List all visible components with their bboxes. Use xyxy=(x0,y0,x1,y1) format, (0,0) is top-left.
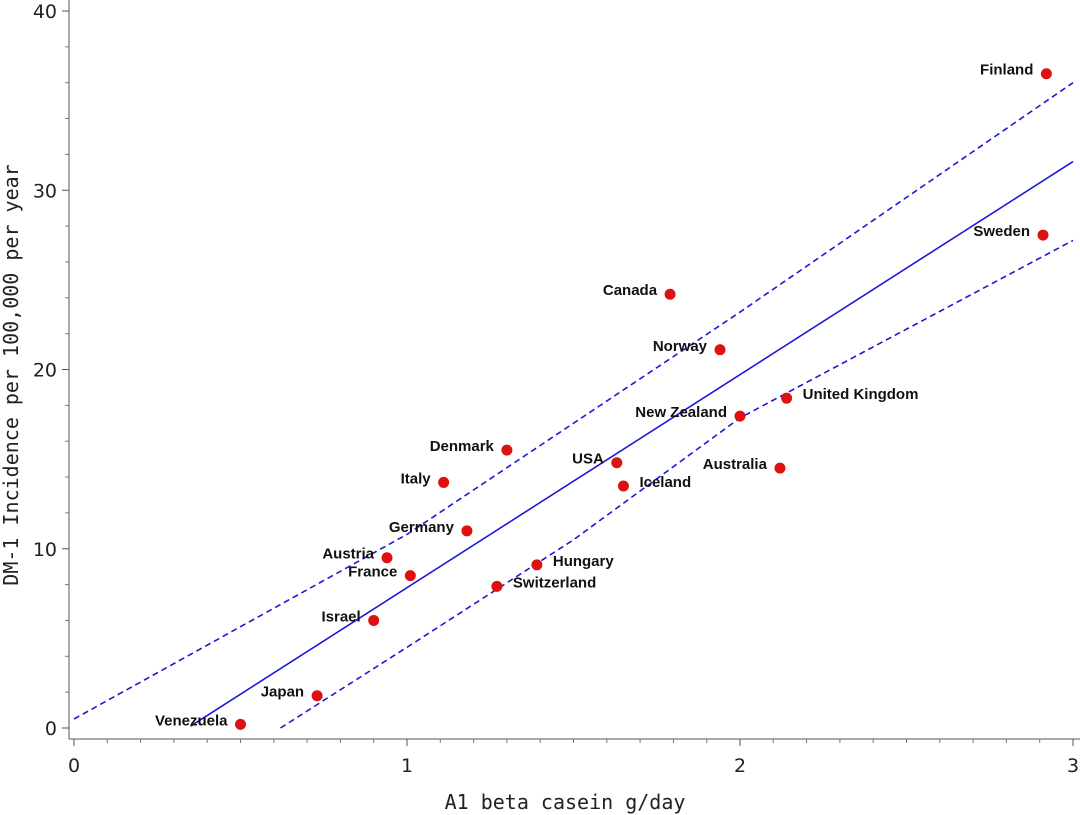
point-label: USA xyxy=(572,451,604,468)
data-point-united-kingdom xyxy=(781,392,793,404)
x-tick-label: 1 xyxy=(401,755,413,777)
point-label: Norway xyxy=(653,338,708,355)
data-point-finland xyxy=(1040,68,1052,80)
point-labels: Finland Sweden Canada Norway United Kingdom N… xyxy=(155,62,1033,730)
point-label: New Zealand xyxy=(635,404,727,421)
point-label: Sweden xyxy=(973,223,1030,240)
data-point-australia xyxy=(774,462,786,474)
point-label: Venezuela xyxy=(155,712,228,729)
data-point-venezuela xyxy=(235,718,246,730)
lower-confidence-line xyxy=(280,239,1074,729)
data-point-new-zealand xyxy=(734,410,746,422)
x-axis-title: A1 beta casein g/day xyxy=(445,790,686,814)
data-point-sweden xyxy=(1037,229,1049,241)
point-label: Japan xyxy=(261,684,304,701)
point-label: Canada xyxy=(603,282,658,299)
data-point-israel xyxy=(368,614,380,626)
data-points xyxy=(235,68,1052,730)
data-point-japan xyxy=(311,690,323,702)
data-point-iceland xyxy=(617,480,629,492)
point-label: Denmark xyxy=(430,438,495,455)
data-point-denmark xyxy=(501,444,513,456)
point-label: United Kingdom xyxy=(803,386,919,403)
point-label: Iceland xyxy=(639,474,691,491)
y-tick-label: 40 xyxy=(33,1,57,23)
point-label: France xyxy=(348,564,397,581)
y-tick-label: 10 xyxy=(33,539,57,561)
y-tick-label: 30 xyxy=(33,180,57,202)
data-point-norway xyxy=(714,344,726,356)
point-label: Finland xyxy=(980,62,1033,79)
point-label: Hungary xyxy=(553,553,615,570)
y-axis-title: DM-1 Incidence per 100,000 per year xyxy=(0,164,23,585)
fit-lines xyxy=(73,82,1074,729)
y-tick-label: 0 xyxy=(45,718,57,740)
regression-line xyxy=(190,160,1074,727)
data-point-usa xyxy=(611,457,623,469)
data-point-switzerland xyxy=(491,580,503,592)
point-label: Australia xyxy=(703,456,768,473)
y-tick-label: 20 xyxy=(33,360,57,382)
x-tick-label: 3 xyxy=(1067,755,1079,777)
data-point-germany xyxy=(461,525,473,537)
point-label: Germany xyxy=(389,519,455,536)
data-point-canada xyxy=(664,288,676,300)
data-point-italy xyxy=(438,476,450,488)
point-label: Austria xyxy=(322,546,374,563)
point-label: Italy xyxy=(401,470,432,487)
axes xyxy=(68,0,1080,740)
upper-confidence-line xyxy=(73,82,1074,720)
data-point-france xyxy=(404,570,416,582)
data-point-austria xyxy=(381,552,393,564)
x-tick-label: 0 xyxy=(68,755,80,777)
x-tick-label: 2 xyxy=(734,755,746,777)
point-label: Switzerland xyxy=(513,574,596,591)
data-point-hungary xyxy=(531,559,543,571)
point-label: Israel xyxy=(321,608,360,625)
